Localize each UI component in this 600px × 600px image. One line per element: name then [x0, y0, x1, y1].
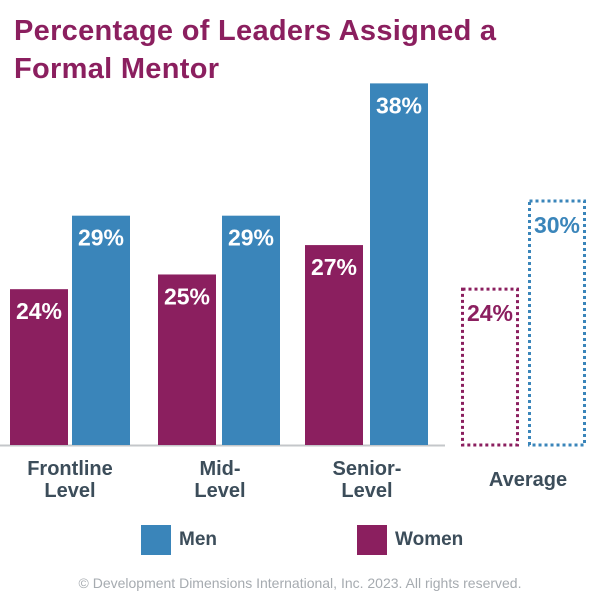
category-label-mid: Mid- Level	[194, 458, 246, 502]
data-label: 24%	[467, 300, 513, 326]
data-label: 24%	[16, 298, 62, 324]
data-label: 25%	[164, 283, 210, 309]
data-label: 30%	[534, 212, 580, 238]
data-label: 27%	[311, 254, 357, 280]
men-bar-4	[528, 199, 586, 447]
category-label-average: Average	[488, 469, 568, 491]
men-bar-3	[370, 83, 428, 445]
men-bar-2	[222, 215, 280, 445]
legend-label-women: Women	[395, 529, 464, 550]
legend-swatch-men	[141, 525, 171, 555]
legend-item-women: Women	[357, 525, 463, 555]
category-label-senior: Senior- Level	[332, 458, 402, 502]
chart-title: Percentage of Leaders Assigned a Formal …	[14, 15, 497, 85]
category-label-frontline: Frontline Level	[27, 458, 113, 502]
legend-swatch-women	[357, 525, 387, 555]
women-bar-3	[305, 245, 363, 445]
data-label: 29%	[78, 225, 124, 251]
data-label: 29%	[228, 225, 274, 251]
women-bar-2	[158, 274, 216, 445]
copyright-footer: © Development Dimensions International, …	[78, 575, 522, 591]
data-label: 38%	[376, 92, 422, 118]
women-bar-1	[10, 289, 68, 445]
legend-item-men: Men	[141, 525, 217, 555]
men-bar-1	[72, 215, 130, 445]
women-bar-4	[461, 287, 519, 447]
legend-label-men: Men	[179, 529, 217, 550]
